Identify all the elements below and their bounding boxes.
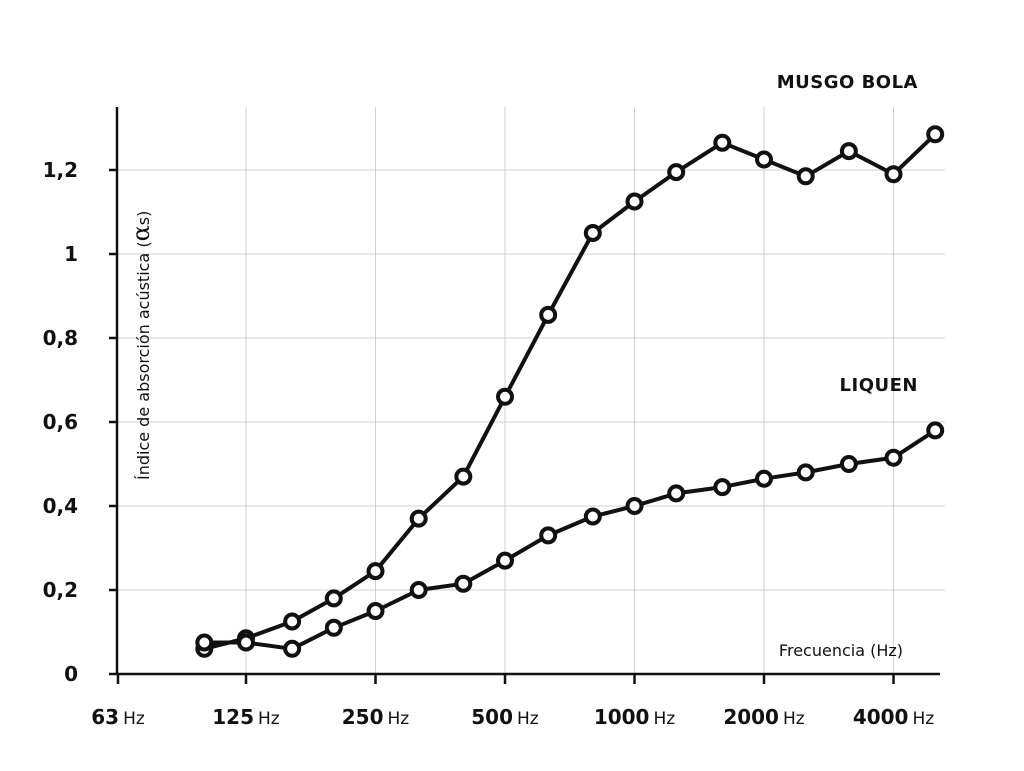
alpha-symbol: α [127, 225, 155, 241]
data-point-musgo-bola [625, 192, 644, 211]
data-point-musgo-bola [839, 142, 858, 161]
x-tick-value: 2000 [723, 705, 779, 729]
x-tick-label: 2000 Hz [723, 705, 804, 729]
y-axis-title-close: ) [134, 211, 153, 217]
data-point-liquen [839, 455, 858, 473]
data-point-liquen [583, 507, 602, 526]
data-point-musgo-bola [539, 305, 558, 324]
x-tick-label: 63 Hz [91, 705, 145, 729]
y-tick-label: 0,8 [43, 326, 78, 350]
x-tick-value: 63 [91, 705, 119, 729]
x-tick-unit: Hz [653, 709, 675, 729]
x-tick-unit: Hz [258, 709, 280, 729]
y-tick-label: 0,6 [43, 410, 78, 434]
y-tick-label: 1,2 [43, 158, 78, 182]
x-axis-title: Frecuencia (Hz) [779, 641, 903, 660]
data-point-liquen [625, 497, 644, 515]
x-tick-value: 500 [471, 705, 513, 729]
axes [109, 107, 940, 684]
data-point-liquen [454, 574, 473, 593]
data-point-musgo-bola [884, 165, 903, 184]
x-tick-value: 1000 [594, 705, 650, 729]
data-point-liquen [324, 618, 343, 637]
data-point-musgo-bola [755, 150, 774, 169]
data-point-liquen [539, 526, 558, 545]
x-tick-unit: Hz [123, 709, 145, 729]
data-point-liquen [283, 639, 302, 658]
y-tick-labels: 0 0,2 0,4 0,6 0,8 1 1,2 [43, 158, 78, 686]
data-point-musgo-bola [713, 133, 732, 152]
data-point-liquen [926, 421, 945, 440]
series-line-musgo-bola [202, 132, 938, 651]
y-tick-label: 0 [64, 662, 78, 686]
x-tick-value: 4000 [853, 705, 909, 729]
svg-text:Índice de absorción acústica (: Índice de absorción acústica (αs) [127, 211, 155, 480]
data-point-liquen [496, 551, 515, 570]
x-tick-label: 4000 Hz [853, 705, 934, 729]
data-point-musgo-bola [583, 224, 602, 242]
data-point-musgo-bola [454, 467, 473, 486]
data-point-musgo-bola [324, 589, 343, 608]
data-point-liquen [667, 484, 686, 503]
series-label-liquen: LIQUEN [840, 375, 918, 396]
x-tick-label: 125 Hz [212, 705, 280, 729]
x-tick-label: 250 Hz [342, 705, 410, 729]
series-line-liquen [202, 428, 938, 651]
data-point-musgo-bola [926, 125, 945, 144]
x-tick-value: 250 [342, 705, 384, 729]
data-point-musgo-bola [283, 612, 302, 631]
data-point-musgo-bola [796, 167, 815, 186]
y-tick-label: 0,4 [43, 494, 78, 518]
x-tick-unit: Hz [912, 709, 934, 729]
data-point-liquen [409, 581, 428, 599]
series [195, 125, 945, 658]
x-tick-value: 125 [212, 705, 254, 729]
series-label-musgo-bola: MUSGO BOLA [777, 72, 918, 93]
data-point-musgo-bola [496, 387, 515, 406]
y-axis-title-text: Índice de absorción acústica ( [134, 241, 153, 480]
y-tick-label: 0,2 [43, 578, 78, 602]
x-tick-label: 1000 Hz [594, 705, 675, 729]
data-point-liquen [195, 633, 214, 652]
x-tick-unit: Hz [388, 709, 410, 729]
data-point-musgo-bola [366, 562, 385, 581]
data-point-liquen [713, 478, 732, 497]
data-point-liquen [755, 469, 774, 488]
alpha-subscript: s [134, 217, 153, 225]
x-tick-unit: Hz [517, 709, 539, 729]
y-axis-title: Índice de absorción acústica (αs) [127, 211, 155, 480]
data-point-liquen [796, 463, 815, 482]
x-tick-label: 500 Hz [471, 705, 539, 729]
data-point-liquen [884, 448, 903, 467]
data-point-musgo-bola [409, 509, 428, 528]
data-point-musgo-bola [667, 163, 686, 182]
data-point-liquen [237, 633, 256, 652]
grid [117, 107, 945, 674]
x-tick-labels: 63 Hz 125 Hz 250 Hz 500 Hz 1000 Hz 2000 Hz 4000 Hz [91, 705, 934, 729]
y-tick-label: 1 [64, 242, 78, 266]
data-point-liquen [366, 602, 385, 620]
x-tick-unit: Hz [783, 709, 805, 729]
